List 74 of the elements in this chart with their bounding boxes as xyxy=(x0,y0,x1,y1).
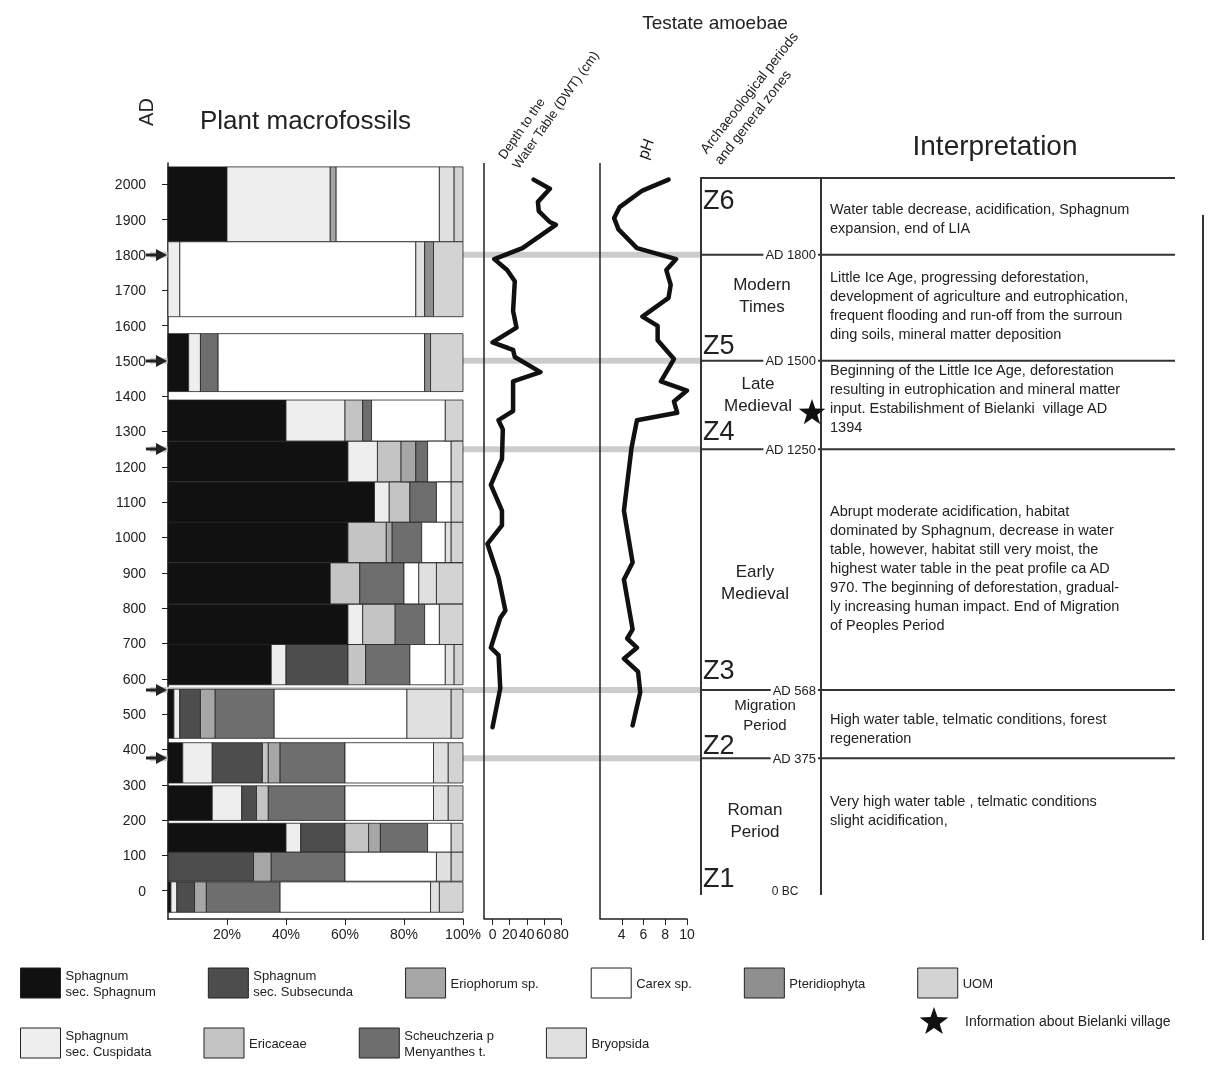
text: AD 1500 xyxy=(765,353,816,369)
y-tick-label: 900 xyxy=(122,564,147,581)
y-tick-label: 1000 xyxy=(114,529,147,546)
text: AD 568 xyxy=(772,682,816,698)
y-tick-label: 200 xyxy=(122,812,147,829)
legend-label: Eriophorum sp. xyxy=(450,975,539,991)
text: Water table decrease, acidification, Sphagnum expansion, end of LIA xyxy=(830,200,1130,236)
text: AD 1250 xyxy=(765,441,816,457)
legend-label: Sphagnum sec. Subsecunda xyxy=(253,967,354,999)
legend-label: Pteridiophyta xyxy=(789,975,866,991)
legend-label: Bryopsida xyxy=(591,1035,650,1051)
x-tick-label: 40% xyxy=(271,926,301,942)
y-tick-label: 2000 xyxy=(114,176,147,193)
y-tick-label: 1200 xyxy=(114,458,147,475)
text: Abrupt moderate acidification, habitat dominated by Sphagnum, decrease in water table, however, habitat still very moist, the highest water table in the peat profile ca AD 970. The beginning of deforestation, gradual- ly increasing human impact. End of Migration of Peoples Period xyxy=(830,503,1120,633)
y-tick-label: 100 xyxy=(122,847,147,864)
legend-label: Ericaceae xyxy=(248,1035,307,1051)
x-tick-label: 10 xyxy=(679,926,695,942)
x-tick-label: 20 xyxy=(501,926,518,942)
text: Z6 xyxy=(703,185,735,215)
y-tick-label: 1600 xyxy=(114,317,147,334)
y-tick-label: 300 xyxy=(122,776,147,793)
y-tick-label: 1400 xyxy=(114,388,147,405)
x-tick-label: 100% xyxy=(445,926,481,942)
x-tick-label: 60 xyxy=(536,926,552,942)
text: Z2 xyxy=(703,730,735,760)
legend-label: Sphagnum sec. Sphagnum xyxy=(65,967,156,999)
y-tick-label: 700 xyxy=(122,635,147,652)
y-tick-label: 500 xyxy=(122,706,147,723)
y-tick-label: 1800 xyxy=(114,246,147,263)
chart-title: pH xyxy=(634,136,658,162)
y-axis-title: AD xyxy=(135,98,157,126)
text: Little Ice Age, progressing deforestation, development of agriculture and eutrophication, frequent flooding and run-off from the surroun ding soils, mineral matter deposition xyxy=(830,268,1129,342)
text: Modern Times xyxy=(733,274,791,316)
x-tick-label: 6 xyxy=(639,926,648,942)
y-tick-label: 1700 xyxy=(114,282,147,299)
text: AD 1800 xyxy=(765,247,816,263)
y-tick-label: 800 xyxy=(122,600,147,617)
text: Information about Bielanki village xyxy=(965,1013,1171,1029)
y-tick-label: 1500 xyxy=(114,352,147,369)
x-tick-label: 20% xyxy=(212,926,242,942)
y-tick-label: 1100 xyxy=(115,494,147,511)
chart-title: Plant macrofossils xyxy=(200,105,411,135)
y-tick-label: 1300 xyxy=(114,423,147,440)
text: AD 375 xyxy=(772,750,816,766)
text: 0 BC xyxy=(771,884,799,898)
y-tick-label: 600 xyxy=(122,670,147,687)
legend-label: Scheuchzeria p Menyanthes t. xyxy=(404,1027,494,1059)
text: Z3 xyxy=(703,655,735,685)
legend-label: Carex sp. xyxy=(636,975,692,991)
x-tick-label: 80% xyxy=(389,926,419,942)
text: Very high water table , telmatic conditions slight acidification, xyxy=(830,792,1097,828)
x-tick-label: 60% xyxy=(330,926,360,942)
text: Z5 xyxy=(703,330,735,360)
text: Z1 xyxy=(703,863,735,893)
text: Z4 xyxy=(703,416,735,446)
x-tick-label: 0 xyxy=(488,926,497,942)
text: Interpretation xyxy=(912,129,1078,161)
text: Roman Period xyxy=(727,799,783,841)
x-tick-label: 80 xyxy=(553,926,569,942)
text: High water table, telmatic conditions, forest regeneration xyxy=(830,710,1107,746)
y-tick-label: 0 xyxy=(138,882,147,899)
x-tick-label: 40 xyxy=(518,926,535,942)
x-tick-label: 4 xyxy=(617,926,626,942)
y-tick-label: 400 xyxy=(122,741,147,758)
text: Beginning of the Little Ice Age, deforestation resulting in eutrophication and mineral matter input. Estabilishment of Bielanki village AD 1394 xyxy=(830,361,1121,435)
legend-label: UOM xyxy=(962,975,994,991)
text: Late Medieval xyxy=(723,373,793,415)
text: Early Medieval xyxy=(720,561,790,603)
legend-label: Sphagnum sec. Cuspidata xyxy=(65,1027,153,1059)
chart-subtitle: Testate amoebae xyxy=(642,11,788,33)
text: Migration Period xyxy=(734,695,796,733)
x-tick-label: 8 xyxy=(661,926,670,942)
y-tick-label: 1900 xyxy=(114,211,147,228)
